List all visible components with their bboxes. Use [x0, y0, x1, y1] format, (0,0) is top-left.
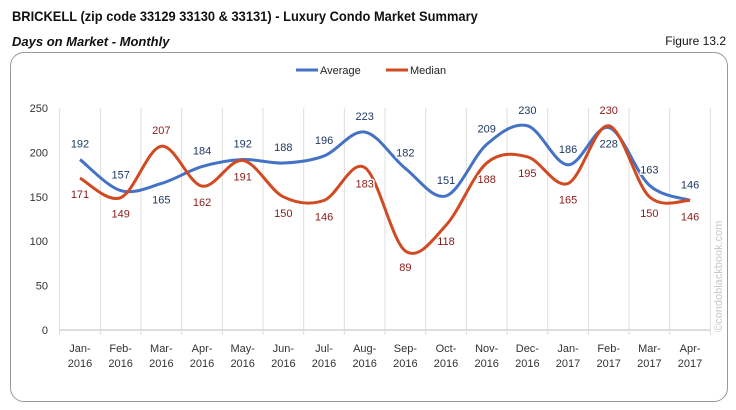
- data-label: 188: [274, 142, 292, 154]
- data-label: 89: [399, 262, 411, 274]
- x-tick-label: 2016: [149, 358, 173, 370]
- x-tick-label: 2017: [556, 358, 580, 370]
- data-label: 149: [111, 209, 129, 221]
- x-tick-label: 2016: [352, 358, 376, 370]
- data-label: 151: [437, 175, 455, 187]
- data-label: 223: [356, 111, 374, 123]
- x-tick-label: 2016: [190, 358, 214, 370]
- x-tick-label: Sep-: [394, 343, 418, 355]
- x-tick-label: Jun-: [273, 343, 295, 355]
- data-label: 146: [681, 211, 699, 223]
- data-label: 162: [193, 197, 211, 209]
- data-label: 207: [152, 125, 170, 137]
- x-tick-label: 2016: [434, 358, 458, 370]
- page-title: BRICKELL (zip code 33129 33130 & 33131) …: [12, 8, 478, 24]
- y-tick-label: 200: [30, 147, 48, 159]
- data-label: 230: [518, 105, 536, 117]
- x-tick-label: 2016: [515, 358, 539, 370]
- data-label: 150: [274, 208, 292, 220]
- x-tick-label: Feb-: [109, 343, 132, 355]
- x-tick-label: Apr-: [680, 343, 701, 355]
- x-tick-label: May-: [230, 343, 255, 355]
- x-tick-label: 2016: [474, 358, 498, 370]
- figure-number: Figure 13.2: [665, 34, 726, 48]
- x-tick-label: 2016: [271, 358, 295, 370]
- x-tick-label: 2017: [637, 358, 661, 370]
- x-tick-label: Apr-: [192, 343, 213, 355]
- data-label: 209: [478, 123, 496, 135]
- chart-subtitle: Days on Market - Monthly: [12, 34, 170, 49]
- x-tick-label: 2016: [312, 358, 336, 370]
- x-tick-label: 2017: [678, 358, 702, 370]
- data-label: 182: [396, 147, 414, 159]
- y-tick-label: 50: [36, 281, 48, 293]
- y-tick-label: 0: [42, 325, 48, 337]
- x-tick-label: Aug-: [353, 343, 377, 355]
- data-label: 196: [315, 135, 333, 147]
- data-label: 171: [71, 189, 89, 201]
- data-label: 228: [600, 139, 618, 151]
- series-line-median: [79, 124, 691, 255]
- x-tick-label: 2016: [108, 358, 132, 370]
- data-label: 118: [437, 236, 455, 248]
- series-line-average: [79, 123, 691, 202]
- data-label: 188: [478, 174, 496, 186]
- x-tick-label: Oct-: [436, 343, 457, 355]
- data-label: 186: [559, 144, 577, 156]
- data-label: 150: [640, 208, 658, 220]
- x-tick-label: Jul-: [315, 343, 333, 355]
- x-tick-label: Jan-: [69, 343, 91, 355]
- x-tick-label: Dec-: [516, 343, 540, 355]
- x-tick-label: Mar-: [150, 343, 173, 355]
- x-tick-label: 2016: [393, 358, 417, 370]
- x-tick-label: 2016: [68, 358, 92, 370]
- data-label: 163: [640, 164, 658, 176]
- data-label: 146: [315, 211, 333, 223]
- y-tick-label: 250: [30, 103, 48, 115]
- y-tick-label: 150: [30, 192, 48, 204]
- x-tick-label: Jan-: [557, 343, 579, 355]
- x-tick-label: 2017: [596, 358, 620, 370]
- data-label: 192: [234, 139, 252, 151]
- data-label: 165: [152, 194, 170, 206]
- data-label: 184: [193, 146, 211, 158]
- data-label: 230: [600, 105, 618, 117]
- data-label: 195: [518, 168, 536, 180]
- y-tick-label: 100: [30, 236, 48, 248]
- legend-label: Average: [320, 65, 361, 77]
- x-tick-label: Mar-: [638, 343, 661, 355]
- x-tick-label: Nov-: [475, 343, 499, 355]
- data-label: 183: [356, 178, 374, 190]
- data-label: 165: [559, 194, 577, 206]
- data-label: 157: [111, 170, 129, 182]
- chart-frame: [10, 52, 728, 402]
- watermark: ©condoblackbook.com: [713, 221, 725, 332]
- data-label: 146: [681, 179, 699, 191]
- x-tick-label: 2016: [230, 358, 254, 370]
- data-label: 191: [234, 171, 252, 183]
- x-tick-label: Feb-: [597, 343, 620, 355]
- data-label: 192: [71, 139, 89, 151]
- legend-label: Median: [410, 65, 446, 77]
